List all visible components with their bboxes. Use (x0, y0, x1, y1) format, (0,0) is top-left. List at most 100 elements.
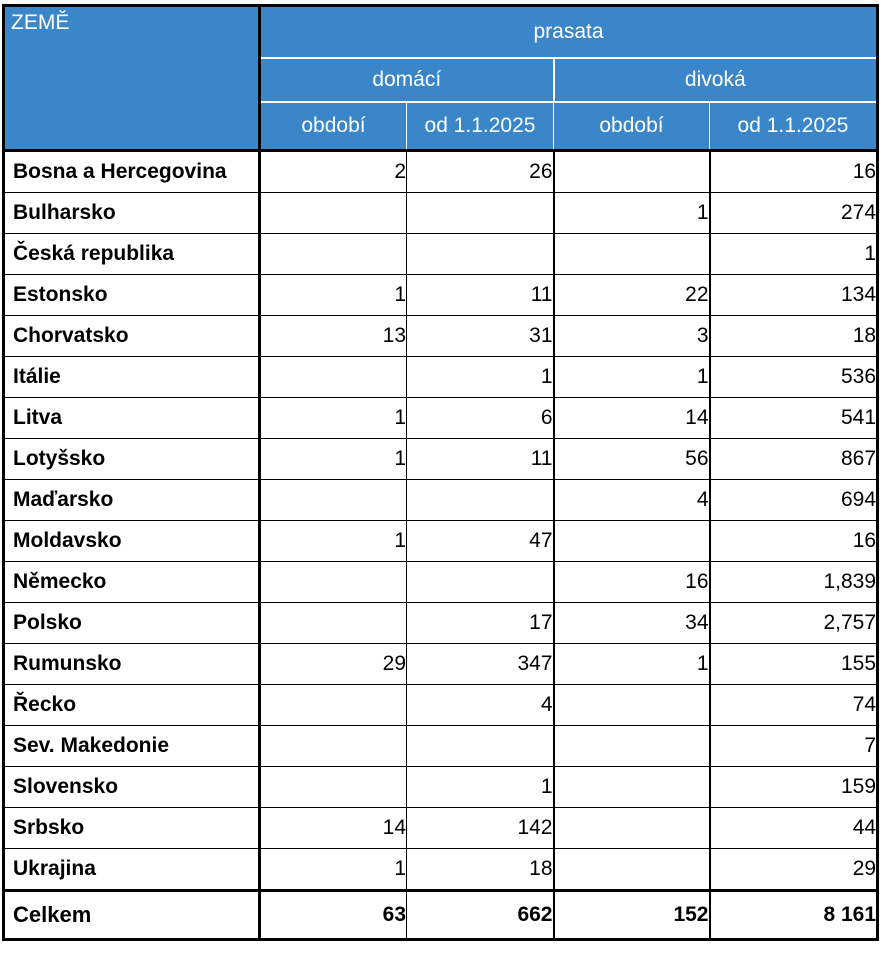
cell-domestic-since: 11 (406, 274, 555, 316)
cell-domestic-period (259, 602, 407, 644)
cell-country: Polsko (3, 602, 261, 644)
table-row: Rumunsko 29 347 1 155 (3, 643, 878, 685)
table-row: Polsko 17 34 2,757 (3, 602, 878, 644)
cell-domestic-period (259, 766, 407, 808)
cell-country: Chorvatsko (3, 315, 261, 357)
cell-country: Srbsko (3, 807, 261, 849)
total-row: Celkem 63 662 152 8 161 (3, 889, 878, 940)
cell-country: Sev. Makedonie (3, 725, 261, 767)
total-domestic-period: 63 (259, 889, 407, 940)
cell-country: Litva (3, 397, 261, 439)
cell-domestic-since: 17 (406, 602, 555, 644)
cell-domestic-period: 13 (259, 315, 407, 357)
table-row: Estonsko 1 11 22 134 (3, 274, 878, 316)
cell-domestic-since: 4 (406, 684, 555, 726)
cell-domestic-period (259, 479, 407, 521)
wild-since-header: od 1.1.2025 (709, 102, 878, 152)
cell-domestic-period (259, 725, 407, 767)
cell-domestic-period: 1 (259, 848, 407, 891)
total-wild-period: 152 (553, 889, 711, 940)
cell-country: Maďarsko (3, 479, 261, 521)
cell-domestic-since: 347 (406, 643, 555, 685)
table-row: Lotyšsko 1 11 56 867 (3, 438, 878, 480)
cell-domestic-period: 1 (259, 397, 407, 439)
table-row: Litva 1 6 14 541 (3, 397, 878, 439)
cell-wild-since: 16 (709, 150, 878, 193)
cell-domestic-period: 2 (259, 150, 407, 193)
cell-domestic-since: 47 (406, 520, 555, 562)
table-row: Česká republika 1 (3, 233, 878, 275)
cell-domestic-period (259, 356, 407, 398)
table-body: Bosna a Hercegovina 2 26 16 Bulharsko 1 274 Čes… (3, 150, 878, 940)
cell-wild-period: 34 (553, 602, 711, 644)
cell-wild-period (553, 807, 711, 849)
cell-country: Moldavsko (3, 520, 261, 562)
cell-country: Ukrajina (3, 848, 261, 891)
total-label: Celkem (3, 889, 261, 940)
cell-wild-since: 2,757 (709, 602, 878, 644)
cell-domestic-period: 1 (259, 438, 407, 480)
table-row: Řecko 4 74 (3, 684, 878, 726)
cell-domestic-period (259, 561, 407, 603)
cell-country: Estonsko (3, 274, 261, 316)
cell-wild-since: 536 (709, 356, 878, 398)
cell-wild-since: 29 (709, 848, 878, 891)
cell-domestic-period (259, 684, 407, 726)
cell-wild-since: 1,839 (709, 561, 878, 603)
cell-wild-since: 7 (709, 725, 878, 767)
country-column-header: ZEMĚ (3, 5, 261, 152)
cell-wild-since: 44 (709, 807, 878, 849)
cell-domestic-since: 26 (406, 150, 555, 193)
cell-domestic-since: 18 (406, 848, 555, 891)
cell-domestic-period: 1 (259, 520, 407, 562)
cell-wild-since: 16 (709, 520, 878, 562)
table-row: Bulharsko 1 274 (3, 192, 878, 234)
cell-country: Slovensko (3, 766, 261, 808)
cell-wild-since: 134 (709, 274, 878, 316)
cell-wild-period (553, 725, 711, 767)
table-row: Slovensko 1 159 (3, 766, 878, 808)
domestic-since-header: od 1.1.2025 (406, 102, 554, 152)
cell-country: Itálie (3, 356, 261, 398)
table-row: Srbsko 14 142 44 (3, 807, 878, 849)
table-row: Maďarsko 4 694 (3, 479, 878, 521)
domestic-subheader: domácí (259, 58, 555, 103)
cell-domestic-since: 142 (406, 807, 555, 849)
cell-wild-since: 159 (709, 766, 878, 808)
cell-wild-period (553, 684, 711, 726)
cell-domestic-period: 29 (259, 643, 407, 685)
cell-wild-since: 274 (709, 192, 878, 234)
cell-domestic-period (259, 192, 407, 234)
cell-wild-period (553, 848, 711, 891)
table-row: Bosna a Hercegovina 2 26 16 (3, 150, 878, 193)
cell-country: Řecko (3, 684, 261, 726)
cell-domestic-since: 31 (406, 315, 555, 357)
cell-wild-period (553, 233, 711, 275)
cell-wild-since: 541 (709, 397, 878, 439)
cell-wild-period (553, 766, 711, 808)
cell-wild-since: 867 (709, 438, 878, 480)
cell-country: Lotyšsko (3, 438, 261, 480)
cell-domestic-since: 11 (406, 438, 555, 480)
cell-country: Německo (3, 561, 261, 603)
table-row: Německo 16 1,839 (3, 561, 878, 603)
cell-wild-since: 18 (709, 315, 878, 357)
wild-period-header: období (553, 102, 710, 152)
cell-domestic-since (406, 479, 555, 521)
table-row: Moldavsko 1 47 16 (3, 520, 878, 562)
cell-wild-period: 56 (553, 438, 711, 480)
cell-domestic-since: 6 (406, 397, 555, 439)
table-row: Sev. Makedonie 7 (3, 725, 878, 767)
table-header: ZEMĚ prasata domácí divoká období od 1.1… (3, 5, 878, 152)
cell-wild-since: 694 (709, 479, 878, 521)
cell-wild-period: 1 (553, 356, 711, 398)
wild-subheader: divoká (553, 58, 878, 103)
pigs-group-header: prasata (259, 5, 878, 59)
cell-wild-period: 1 (553, 643, 711, 685)
total-wild-since: 8 161 (709, 889, 878, 940)
cell-wild-period: 14 (553, 397, 711, 439)
cell-domestic-since (406, 561, 555, 603)
cell-domestic-period: 14 (259, 807, 407, 849)
cell-wild-since: 155 (709, 643, 878, 685)
cell-wild-period: 1 (553, 192, 711, 234)
